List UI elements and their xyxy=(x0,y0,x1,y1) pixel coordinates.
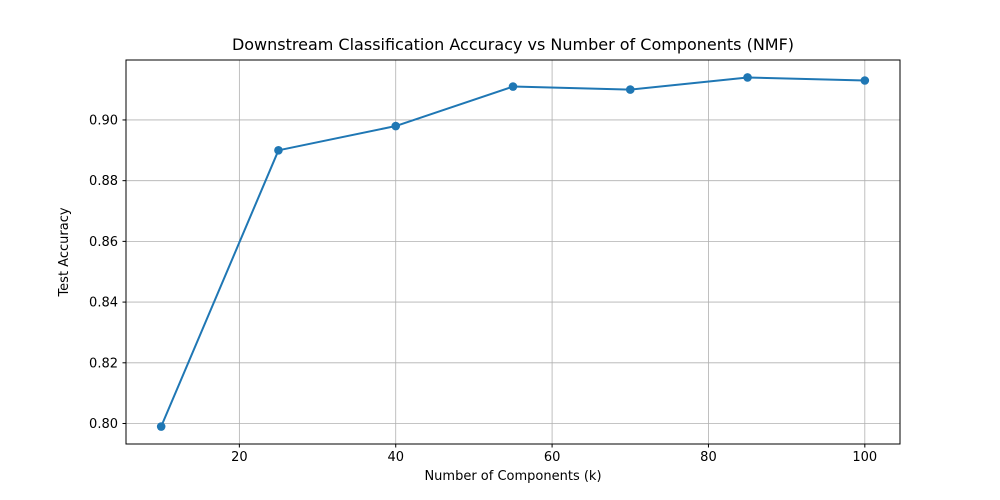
x-tick-label: 40 xyxy=(387,450,404,465)
data-line xyxy=(160,76,866,428)
x-tick-label: 20 xyxy=(231,450,248,465)
x-tick-label: 100 xyxy=(852,450,877,465)
chart-title: Downstream Classification Accuracy vs Nu… xyxy=(231,35,795,54)
x-axis-label: Number of Components (k) xyxy=(424,469,602,484)
x-tick-label: 60 xyxy=(544,450,561,465)
y-tick-label: 0.88 xyxy=(89,174,118,189)
y-axis-label: Test Accuracy xyxy=(57,207,72,297)
data-point xyxy=(625,85,635,94)
y-tick-label: 0.90 xyxy=(89,113,118,128)
data-point xyxy=(860,76,870,85)
x-tick-label: 80 xyxy=(700,450,717,465)
data-point xyxy=(743,73,752,82)
data-point xyxy=(274,146,283,155)
data-point xyxy=(508,82,518,91)
data-point xyxy=(391,121,401,131)
y-tick-label: 0.84 xyxy=(89,296,118,311)
y-tick-label: 0.82 xyxy=(89,356,118,371)
data-point xyxy=(156,422,166,431)
y-tick-label: 0.86 xyxy=(89,235,118,250)
y-tick-label: 0.80 xyxy=(89,417,118,432)
plot-border xyxy=(125,59,901,445)
